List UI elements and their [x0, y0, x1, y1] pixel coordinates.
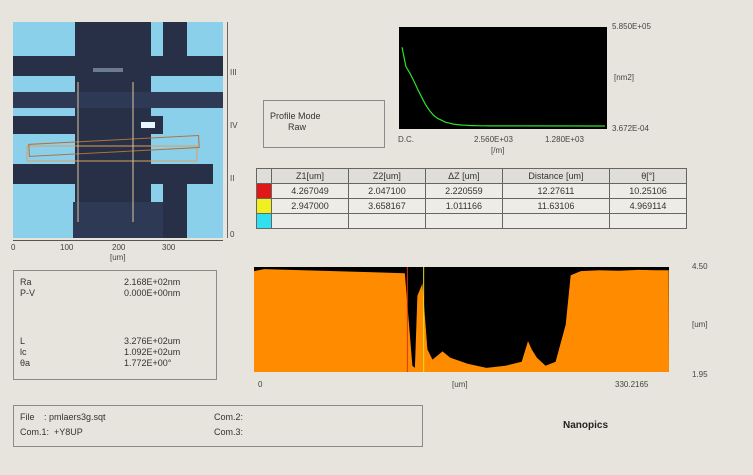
table-header-cell: Z1[um] [271, 168, 349, 184]
table-header-cell: Z2[um] [347, 168, 426, 184]
image-x-axis [13, 240, 223, 241]
table-cell: 4.969114 [609, 198, 687, 214]
file-value: : pmlaers3g.sqt [44, 412, 106, 422]
param-label: Ra [20, 277, 32, 287]
spectrum-x-label: 2.560E+03 [474, 135, 513, 144]
image-y-axis [227, 22, 228, 238]
profile-x-min: 0 [258, 380, 263, 389]
image-x-tick: 300 [162, 243, 176, 252]
param-value: 0.000E+00nm [124, 288, 181, 298]
spectrum-y-unit: [nm2] [614, 73, 635, 82]
spectrum-x-label-dc: D.C. [398, 135, 414, 144]
profile-svg [254, 267, 669, 372]
surface-image[interactable] [13, 22, 223, 238]
table-cell: 1.011166 [424, 198, 503, 214]
spectrum-svg [401, 47, 606, 127]
profile-mode-box[interactable]: Profile Mode Raw [263, 100, 385, 148]
table-row[interactable]: 2.947000 3.658167 1.011166 11.63106 4.96… [256, 198, 687, 214]
table-header-cell: Distance [um] [501, 168, 611, 184]
brand-label: Nanopics [563, 420, 609, 431]
image-x-tick: 0 [11, 243, 16, 252]
row-color-swatch[interactable] [256, 198, 272, 214]
spectrum-y-min: 3.672E-04 [612, 124, 649, 133]
profile-y-unit: [um] [692, 320, 708, 329]
table-row[interactable] [256, 213, 687, 229]
param-label: lc [20, 347, 27, 357]
row-color-swatch[interactable] [256, 183, 272, 199]
surface-pattern [13, 22, 223, 238]
image-right-mark: 0 [230, 230, 235, 239]
table-cell [271, 213, 349, 229]
profile-mode-value: Raw [288, 122, 307, 132]
table-header-cell: θ[°] [609, 168, 687, 184]
table-cell: 2.220559 [424, 183, 503, 199]
image-right-mark: IV [230, 121, 238, 130]
table-cell: 4.267049 [271, 183, 349, 199]
table-cell [609, 213, 687, 229]
profile-y-min: 1.95 [692, 370, 708, 379]
profile-area [254, 269, 669, 372]
com1-value: +Y8UP [54, 427, 83, 437]
profile-mode-label: Profile Mode [270, 111, 321, 121]
param-label: L [20, 336, 26, 346]
table-header-cell: ΔZ [um] [424, 168, 503, 184]
table-cell [424, 213, 503, 229]
com3-label: Com.3: [214, 427, 244, 437]
row-color-swatch[interactable] [256, 213, 272, 229]
spectrum-y-max: 5.850E+05 [612, 22, 651, 31]
measurement-table: Z1[um] Z2[um] ΔZ [um] Distance [um] θ[°]… [256, 168, 687, 229]
table-cell: 11.63106 [501, 198, 611, 214]
param-label: P-V [20, 288, 36, 298]
spectrum-x-label: 1.280E+03 [545, 135, 584, 144]
table-cell: 2.947000 [271, 198, 349, 214]
image-x-unit: [um] [110, 253, 126, 262]
image-x-tick: 200 [112, 243, 126, 252]
image-right-mark: III [230, 68, 237, 77]
param-value: 3.276E+02um [124, 336, 181, 346]
spectrum-plot [399, 27, 607, 129]
image-x-tick: 100 [60, 243, 74, 252]
profile-y-max: 4.50 [692, 262, 708, 271]
table-cell: 10.25106 [609, 183, 687, 199]
table-cell [347, 213, 426, 229]
image-right-mark: II [230, 174, 235, 183]
param-label: θa [20, 358, 31, 368]
param-value: 1.772E+00° [124, 358, 172, 368]
file-info-box: File : pmlaers3g.sqt Com.1: +Y8UP Com.2:… [13, 405, 423, 447]
table-cell: 2.047100 [347, 183, 426, 199]
profile-plot[interactable] [254, 267, 669, 372]
spectrum-x-unit: [/m] [491, 146, 505, 155]
table-cell: 12.27611 [501, 183, 611, 199]
table-header-row: Z1[um] Z2[um] ΔZ [um] Distance [um] θ[°] [256, 168, 687, 184]
profile-x-unit: [um] [452, 380, 468, 389]
table-cell [501, 213, 611, 229]
table-row[interactable]: 4.267049 2.047100 2.220559 12.27611 10.2… [256, 183, 687, 199]
spectrum-series-line [401, 47, 606, 127]
com2-label: Com.2: [214, 412, 244, 422]
table-cell: 3.658167 [347, 198, 426, 214]
param-value: 1.092E+02um [124, 347, 181, 357]
table-header-cell [256, 168, 272, 184]
file-label: File [20, 412, 35, 422]
roughness-params-box: Ra 2.168E+02nm P-V 0.000E+00nm L 3.276E+… [13, 270, 217, 380]
com1-label: Com.1: [20, 427, 50, 437]
param-value: 2.168E+02nm [124, 277, 181, 287]
profile-x-max: 330.2165 [615, 380, 649, 389]
